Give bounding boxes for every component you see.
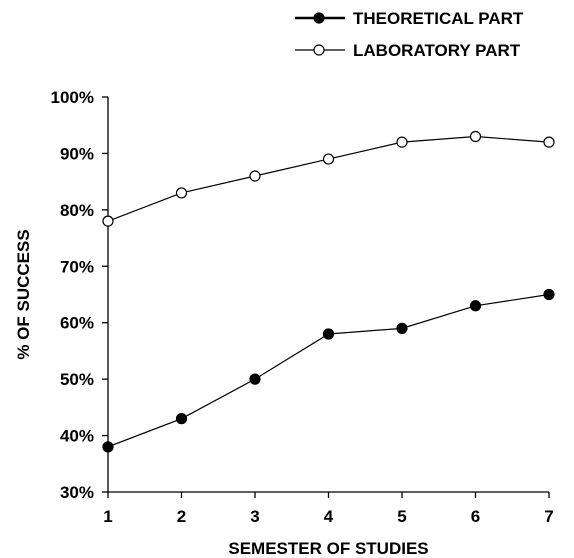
data-point	[102, 441, 114, 453]
data-point	[469, 130, 482, 143]
data-point	[249, 170, 261, 182]
data-point	[543, 288, 555, 301]
data-point	[396, 136, 408, 148]
x-tick-label: 5	[397, 507, 406, 526]
y-axis-title: % OF SUCCESS	[14, 229, 33, 359]
legend-item: LABORATORY PART	[295, 41, 521, 60]
x-axis-ticks: 1 2 3 4 5 6 7	[103, 492, 554, 526]
y-tick-label: 60%	[60, 314, 94, 333]
y-tick-label: 80%	[60, 201, 94, 220]
y-tick-label: 70%	[60, 257, 94, 276]
y-axis-ticks: 30% 40% 50% 60% 70% 80% 90% 100%	[51, 88, 108, 502]
legend: THEORETICAL PART LABORATORY PART	[295, 9, 524, 60]
series-laboratory	[102, 130, 555, 227]
y-tick-label: 100%	[51, 88, 94, 107]
data-point	[396, 322, 408, 334]
data-point	[175, 413, 188, 425]
legend-item: THEORETICAL PART	[295, 9, 524, 28]
data-point	[249, 373, 261, 385]
x-tick-label: 6	[471, 507, 480, 526]
series-line	[107, 293, 550, 448]
data-point	[175, 187, 188, 199]
legend-label: LABORATORY PART	[353, 41, 521, 60]
legend-marker	[313, 44, 325, 56]
y-tick-label: 30%	[60, 483, 94, 502]
data-point	[322, 328, 335, 340]
y-tick-label: 90%	[60, 144, 94, 163]
x-tick-label: 7	[544, 507, 553, 526]
legend-label: THEORETICAL PART	[353, 9, 524, 28]
x-axis-title: SEMESTER OF STUDIES	[228, 539, 428, 558]
x-tick-label: 3	[250, 507, 259, 526]
series-theoretical	[102, 288, 555, 453]
x-tick-label: 4	[324, 507, 334, 526]
x-tick-label: 2	[177, 507, 186, 526]
data-point	[469, 300, 482, 312]
data-point	[322, 153, 335, 165]
y-tick-label: 50%	[60, 370, 94, 389]
legend-marker	[313, 12, 325, 24]
y-tick-label: 40%	[60, 427, 94, 446]
data-point	[102, 215, 114, 227]
series-line	[107, 135, 550, 222]
data-point	[543, 136, 555, 148]
series-group	[102, 130, 555, 453]
x-tick-label: 1	[103, 507, 112, 526]
